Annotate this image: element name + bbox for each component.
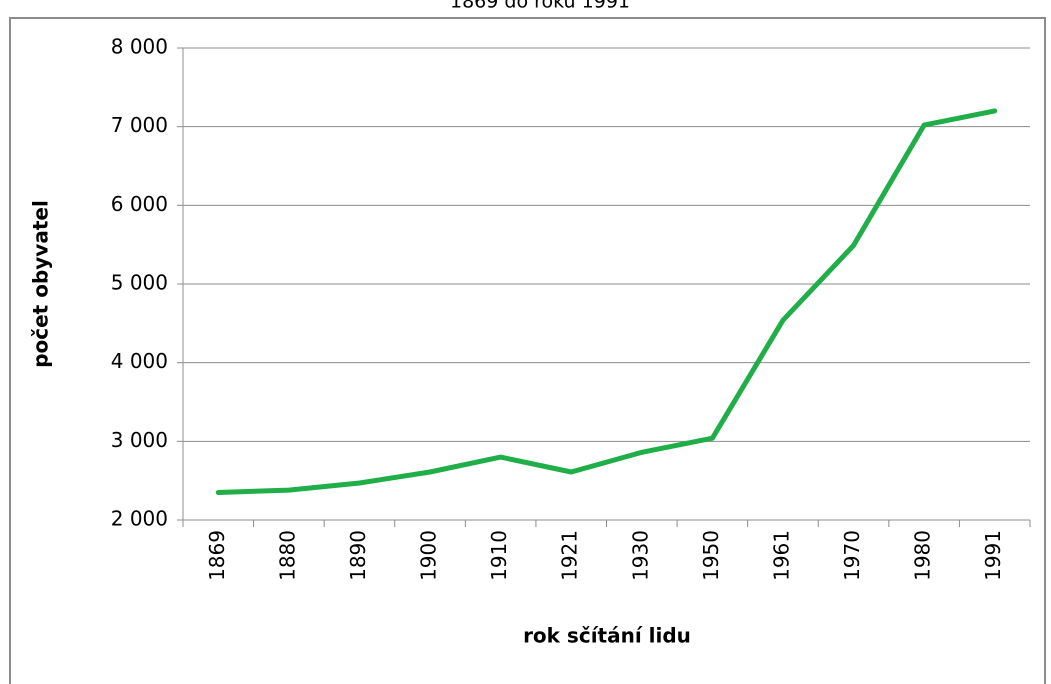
chart-frame (9, 17, 1046, 684)
line-series (215, 108, 998, 495)
y-tick-label: 6 000 (111, 192, 168, 216)
x-tick-label: 1961 (769, 530, 793, 581)
x-tick-label: 1880 (275, 530, 299, 581)
x-tick-label: 1900 (417, 530, 441, 581)
y-tick-label: 7 000 (111, 113, 168, 137)
x-tick-label: 1869 (205, 530, 229, 581)
y-tick-label: 2 000 (111, 507, 168, 531)
x-axis-label: rok sčítání lidu (523, 624, 691, 648)
y-axis-label: počet obyvatel (29, 200, 53, 368)
x-tick-label: 1950 (699, 530, 723, 581)
x-tick-label: 1921 (558, 530, 582, 581)
y-tick-label: 8 000 (111, 35, 168, 59)
x-tick-label: 1930 (628, 530, 652, 581)
y-tick-label: 4 000 (111, 349, 168, 373)
x-tick-label: 1910 (487, 530, 511, 581)
chart-title: 1869 do roku 1991 (450, 0, 630, 13)
x-tick-label: 1890 (346, 530, 370, 581)
y-tick-label: 5 000 (111, 271, 168, 295)
x-tick-label: 1980 (911, 530, 935, 581)
x-tick-label: 1991 (981, 530, 1005, 581)
x-tick-label: 1970 (840, 530, 864, 581)
y-tick-label: 3 000 (111, 428, 168, 452)
